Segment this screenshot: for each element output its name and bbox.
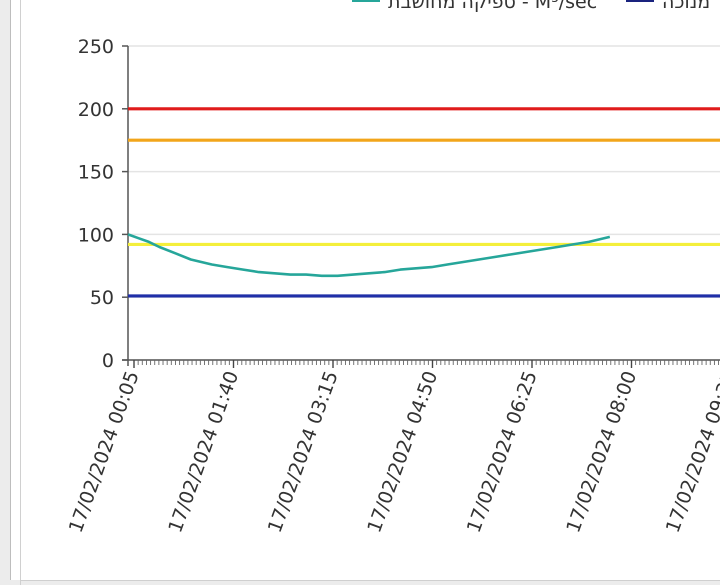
x-tick-label: 17/02/2024 01:40: [164, 368, 243, 536]
y-tick-label: 50: [90, 287, 114, 309]
x-tick-label: 17/02/2024 03:15: [264, 368, 343, 536]
y-tick-label: 0: [102, 350, 114, 372]
x-tick-label: 17/02/2024 06:25: [463, 368, 542, 536]
series-lines: [127, 233, 611, 278]
threshold-lines: [128, 107, 720, 298]
panel-bottom-border: [20, 580, 720, 581]
y-tick-labels: 0 50 100 150 200 250: [78, 36, 114, 372]
y-tick-label: 200: [78, 99, 114, 121]
panel-divider: [20, 0, 21, 585]
y-tick-label: 250: [78, 36, 114, 58]
y-tick-label: 150: [78, 162, 114, 184]
legend: ספיקה מחושבת - M³/sec מנוכה: [352, 0, 710, 13]
legend-label-deducted: מנוכה: [662, 0, 710, 13]
series-flow-line: [127, 233, 611, 278]
y-tick-label: 100: [78, 224, 114, 246]
legend-label-flow: ספיקה מחושבת - M³/sec: [388, 0, 597, 13]
x-tick-label: 17/02/2024 04:50: [363, 368, 442, 536]
grid: [128, 45, 720, 361]
x-tick-label: 17/02/2024 09:35: [662, 368, 720, 536]
x-tick-labels: 17/02/2024 00:05 17/02/2024 01:40 17/02/20…: [65, 368, 720, 536]
x-tick-label: 17/02/2024 00:05: [65, 368, 144, 536]
legend-swatch-deducted: [626, 0, 654, 2]
x-tick-label: 17/02/2024 08:00: [562, 368, 641, 536]
legend-swatch-flow: [352, 0, 380, 2]
axes: [122, 45, 720, 368]
